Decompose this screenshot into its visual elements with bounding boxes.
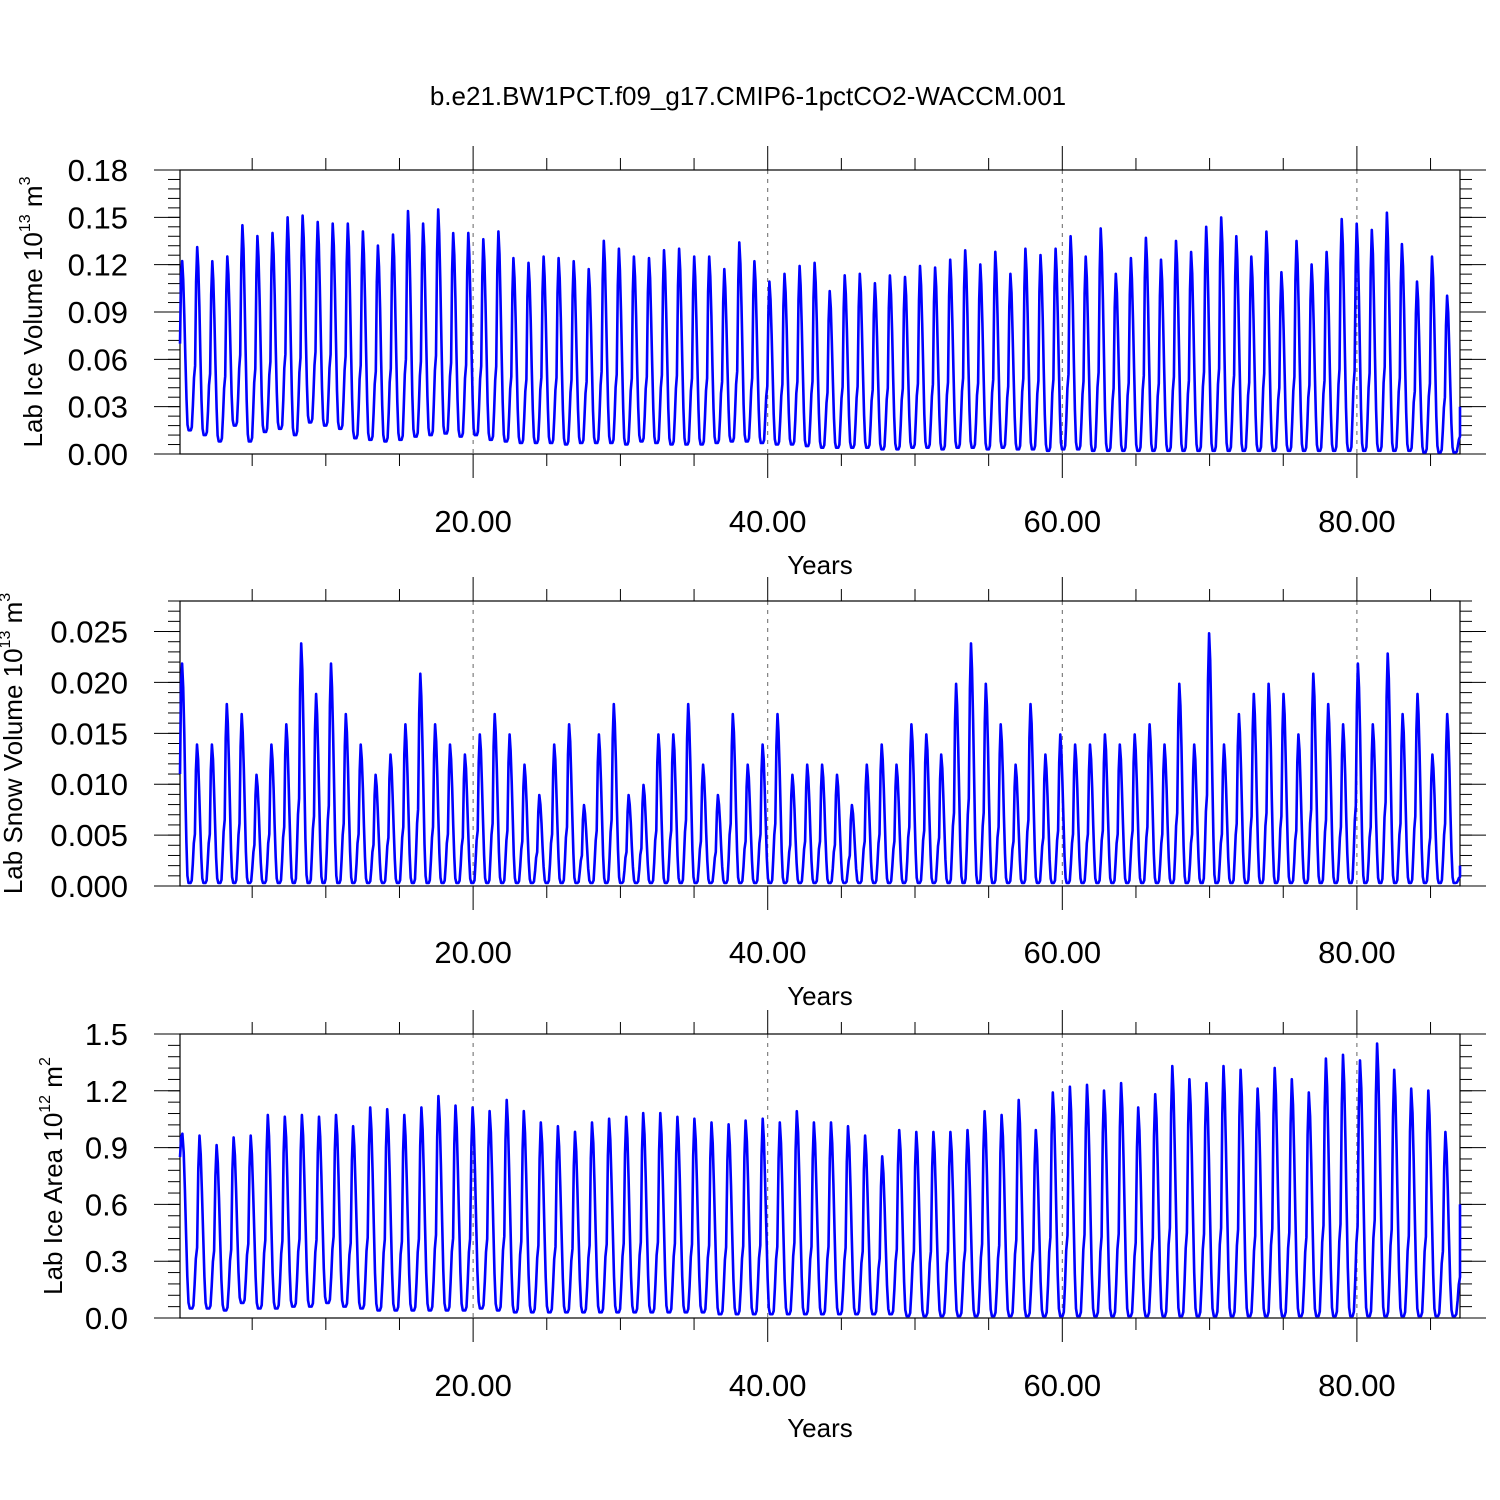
x-tick-label: 20.00 xyxy=(434,1368,512,1403)
y-tick-label: 0.025 xyxy=(50,615,128,650)
x-tick-label: 60.00 xyxy=(1024,504,1102,539)
y-tick-label: 0.18 xyxy=(68,153,128,188)
y-axis-label: Lab Ice Area 1012 m2 xyxy=(37,1057,68,1295)
y-tick-label: 0.09 xyxy=(68,295,128,330)
x-tick-label: 40.00 xyxy=(729,1368,807,1403)
x-tick-label: 80.00 xyxy=(1318,935,1396,970)
x-axis-label: Years xyxy=(787,981,853,1011)
y-tick-label: 0.03 xyxy=(68,390,128,425)
x-axis-label: Years xyxy=(787,550,853,580)
y-tick-label: 0.12 xyxy=(68,248,128,283)
y-tick-label: 0.020 xyxy=(50,665,128,700)
y-tick-label: 0.000 xyxy=(50,869,128,904)
y-tick-label: 0.010 xyxy=(50,767,128,802)
panel-ice-area: 0.0 0.3 0.6 0.9 1.2 1.5 20.00 40.00 60.00 80.00 Ye… xyxy=(37,1010,1486,1443)
y-axis-label: Lab Ice Volume 1013 m3 xyxy=(17,176,48,447)
series-line xyxy=(178,208,1462,454)
y-tick-label: 0.0 xyxy=(85,1301,128,1336)
panel-ice-volume: 0.00 0.03 0.06 0.09 0.12 0.15 0.18 20.00 40.00 60… xyxy=(17,146,1486,580)
plot-frame xyxy=(179,1033,1461,1319)
chart-title: b.e21.BW1PCT.f09_g17.CMIP6-1pctCO2-WACCM… xyxy=(430,81,1066,111)
panel-snow-volume: 0.000 0.005 0.010 0.015 0.020 0.025 20.00 40.00… xyxy=(0,577,1486,1011)
x-tick-label: 20.00 xyxy=(434,504,512,539)
series-line xyxy=(178,632,1462,885)
x-tick-label: 40.00 xyxy=(729,935,807,970)
y-tick-label: 1.2 xyxy=(85,1074,128,1109)
x-tick-label: 60.00 xyxy=(1024,935,1102,970)
x-axis-label: Years xyxy=(787,1413,853,1443)
y-tick-label: 0.9 xyxy=(85,1131,128,1166)
x-tick-label: 20.00 xyxy=(434,935,512,970)
y-tick-label: 1.5 xyxy=(85,1017,128,1052)
y-tick-label: 0.00 xyxy=(68,437,128,472)
x-tick-label: 80.00 xyxy=(1318,1368,1396,1403)
x-tick-label: 40.00 xyxy=(729,504,807,539)
panels: 0.00 0.03 0.06 0.09 0.12 0.15 0.18 20.00 40.00 60… xyxy=(0,146,1486,1443)
y-tick-label: 0.015 xyxy=(50,716,128,751)
y-tick-label: 0.6 xyxy=(85,1187,128,1222)
y-tick-label: 0.15 xyxy=(68,200,128,235)
y-tick-label: 0.005 xyxy=(50,818,128,853)
x-tick-label: 80.00 xyxy=(1318,504,1396,539)
series-line xyxy=(178,1042,1462,1318)
y-tick-label: 0.3 xyxy=(85,1244,128,1279)
x-tick-label: 60.00 xyxy=(1024,1368,1102,1403)
y-axis-label: Lab Snow Volume 1013 m3 xyxy=(0,593,28,894)
y-tick-label: 0.06 xyxy=(68,342,128,377)
